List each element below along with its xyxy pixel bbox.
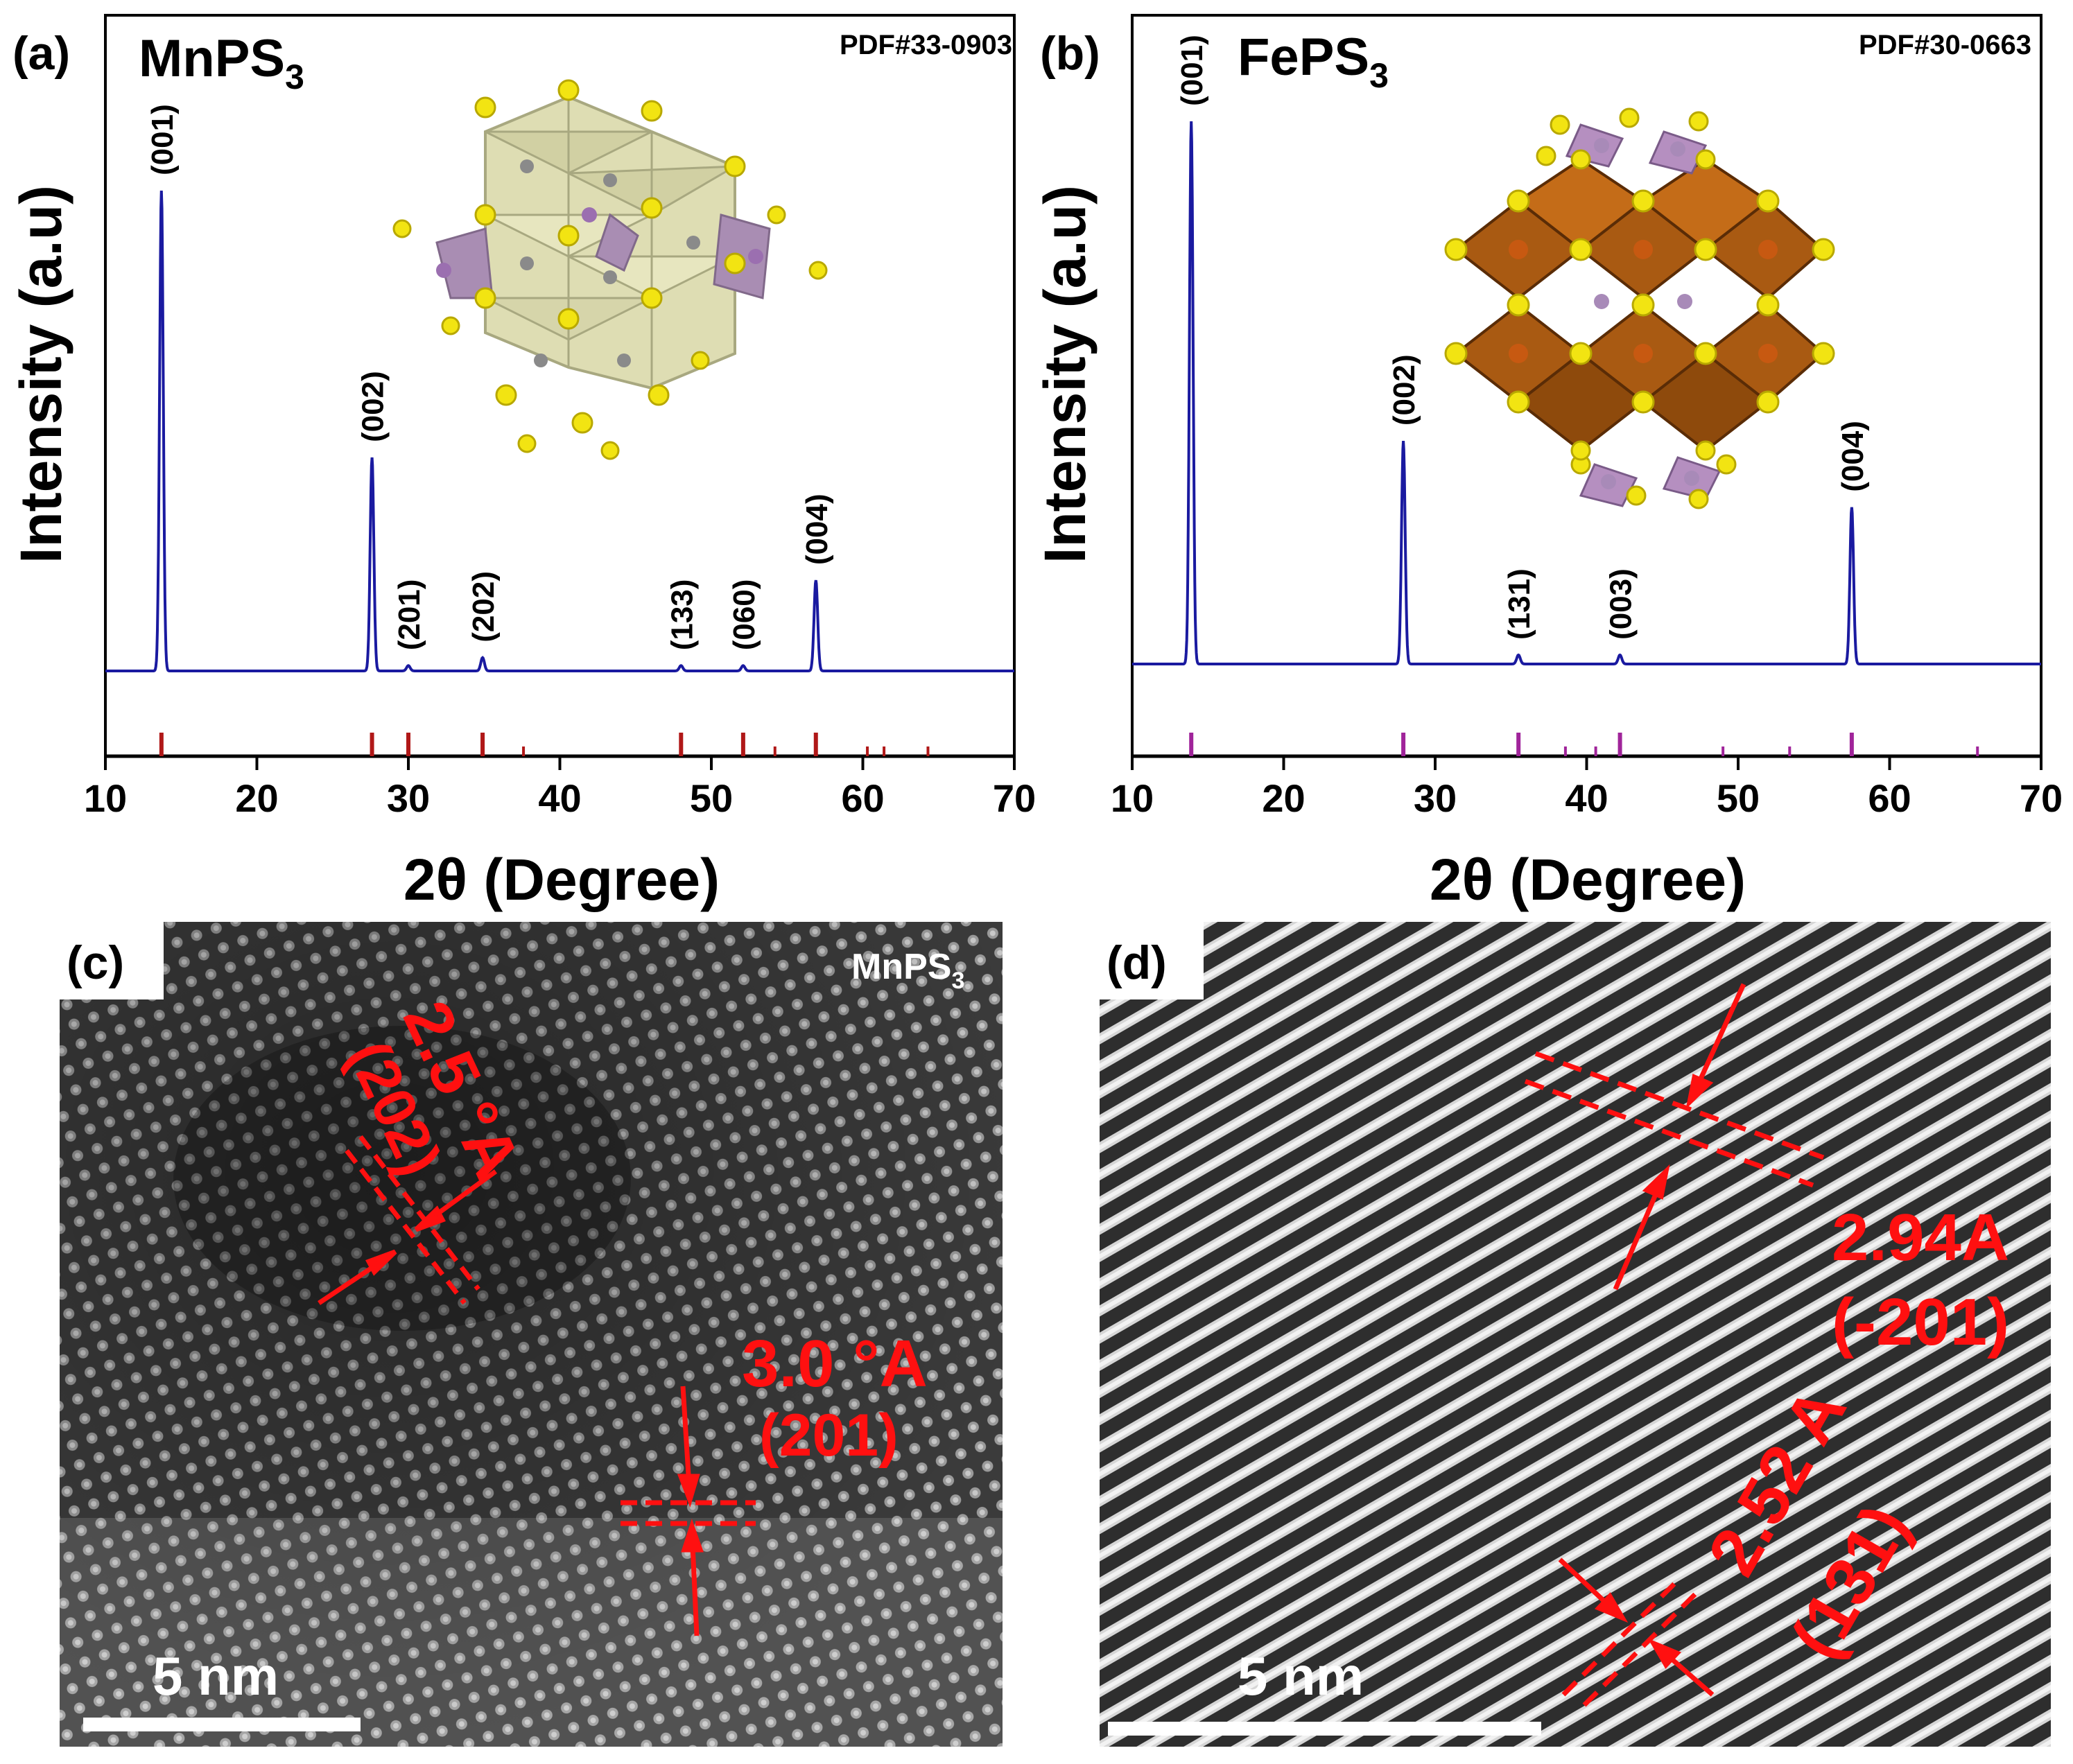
peak-label: (133)	[665, 579, 699, 651]
panel-c-spacing-marker-1	[318, 1135, 498, 1305]
x-tick-label: 50	[690, 776, 733, 820]
panel-d-spacing-1: 2.94A	[1832, 1200, 2009, 1275]
peak-label: (201)	[392, 579, 426, 651]
x-tick-label: 50	[1717, 776, 1760, 820]
panel-b-reference-lines	[1189, 733, 1979, 756]
panel-d-tag: (d)	[1107, 936, 1167, 989]
peak-label: (002)	[356, 371, 390, 442]
panel-b-ticks: 10 20 30 40 50 60 70	[1111, 756, 2063, 820]
x-tick-label: 10	[84, 776, 127, 820]
panel-b-peak-labels: (001) (002) (131) (003) (004)	[1175, 35, 1870, 640]
x-tick-label: 20	[235, 776, 278, 820]
panel-c: (c) MnPS3 2.5 °A (202) 3.0 °A (201) 5 nm	[60, 922, 1003, 1747]
panel-d-scale-bar	[1108, 1722, 1541, 1736]
peak-label: (060)	[727, 579, 761, 651]
peak-label: (004)	[1836, 421, 1870, 492]
panel-a-xlabel: 2θ (Degree)	[404, 847, 720, 912]
panel-c-corner-label: MnPS3	[851, 947, 964, 994]
peak-label: (002)	[1387, 354, 1421, 426]
panel-b-xrd-pattern	[1132, 121, 2041, 665]
panel-c-scale-bar	[83, 1718, 361, 1731]
x-tick-label: 40	[1565, 776, 1608, 820]
x-tick-label: 20	[1262, 776, 1305, 820]
x-tick-label: 60	[841, 776, 884, 820]
panel-c-tag-background	[60, 922, 164, 999]
panel-b-pdf: PDF#30-0663	[1859, 30, 2031, 60]
x-tick-label: 70	[2020, 776, 2063, 820]
panel-c-tag: (c)	[67, 936, 124, 989]
panel-a-ticks: 10 20 30 40 50 60 70	[84, 756, 1036, 820]
panel-c-scale-bar-label: 5 nm	[153, 1645, 279, 1706]
peak-label: (003)	[1604, 568, 1638, 640]
panel-d-tem-image	[1100, 922, 2051, 1747]
panel-c-plane-2: (201)	[759, 1402, 899, 1469]
panel-c-shading	[60, 922, 1003, 1747]
x-tick-label: 30	[387, 776, 430, 820]
panel-a-reference-lines	[159, 733, 930, 756]
panel-d-tag-background	[1100, 922, 1204, 999]
panel-a-peak-labels: (001) (002) (201) (202) (133) (060) (004)	[146, 104, 834, 650]
panel-c-spacing-marker-2	[621, 1386, 756, 1636]
x-tick-label: 40	[538, 776, 581, 820]
panel-b: (b) FePS3 PDF#30-0663 Intensity (a.u) 2θ…	[1032, 14, 2063, 912]
panel-d-plane-1: (-201)	[1832, 1285, 2009, 1359]
x-tick-label: 30	[1414, 776, 1457, 820]
panel-b-xlabel: 2θ (Degree)	[1430, 847, 1746, 912]
panel-b-ylabel: Intensity (a.u)	[1032, 185, 1098, 564]
panel-c-spacing-2: 3.0 °A	[742, 1327, 928, 1401]
panel-b-compound: FePS3	[1238, 28, 1389, 95]
x-tick-label: 10	[1111, 776, 1154, 820]
peak-label: (001)	[1175, 35, 1209, 106]
peak-label: (004)	[800, 494, 834, 565]
panel-b-tag: (b)	[1040, 27, 1100, 80]
peak-label: (202)	[467, 571, 501, 643]
panel-d-spacing-marker-1	[1524, 983, 1825, 1291]
x-tick-label: 70	[993, 776, 1036, 820]
panel-b-crystal-structure-inset	[1444, 107, 1835, 509]
panel-d-scale-bar-label: 5 nm	[1238, 1645, 1364, 1706]
panel-c-lower-domain	[60, 1518, 1003, 1747]
panel-d: (d) 2.94A (-201) 2.52 A (131) 5 nm	[1100, 922, 2051, 1747]
panel-a-compound: MnPS3	[139, 29, 304, 96]
panel-a-tag: (a)	[12, 27, 70, 80]
peak-label: (131)	[1502, 568, 1536, 640]
panel-a-pdf: PDF#33-0903	[840, 30, 1012, 60]
x-tick-label: 60	[1868, 776, 1911, 820]
panel-d-spacing-marker-2	[1558, 1557, 1715, 1707]
panel-c-dark-domain	[173, 1026, 631, 1331]
panel-a: (a) MnPS3 PDF#33-0903 Intensity (a.u) 2θ…	[8, 14, 1036, 912]
peak-label: (001)	[146, 104, 180, 175]
panel-a-ylabel: Intensity (a.u)	[8, 185, 73, 564]
panel-a-crystal-structure-inset	[392, 79, 828, 460]
panel-a-xrd-pattern	[105, 190, 1014, 672]
